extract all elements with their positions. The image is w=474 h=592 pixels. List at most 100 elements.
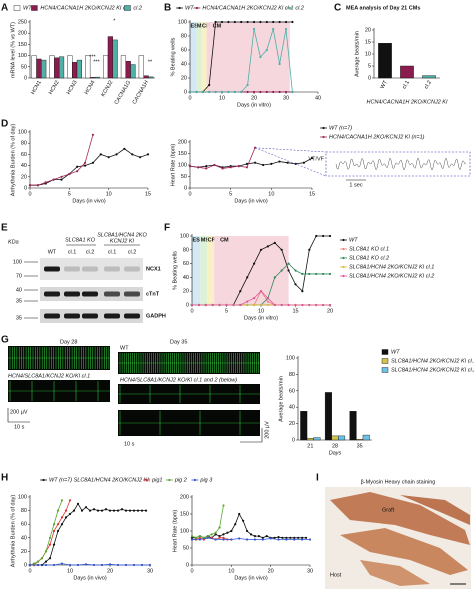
data-point [68,563,72,567]
y-tick-label: 80 [181,33,187,39]
data-point [218,535,221,538]
y-tick-label: 60 [289,388,295,394]
bar [72,62,78,79]
x-tick-label: 30 [283,95,289,101]
blot-band [104,291,120,297]
group-label: KCNJ2 KI [110,238,135,244]
y-tick-label: 150 [18,42,27,48]
data-point [214,20,217,24]
data-point [198,535,201,538]
lane-label: cl.2 [86,249,95,255]
y-tick-label: 200 [18,31,27,37]
x-tick-label: 20 [268,568,274,574]
data-point [225,303,228,307]
data-point [287,303,290,307]
y-tick-label: 100 [18,129,27,135]
data-point [239,290,242,293]
data-point [116,563,120,567]
marker-label: 40 [16,287,22,293]
marker-label: 35 [16,315,22,321]
y-tick-label: 80 [289,372,295,378]
data-point [218,536,221,539]
legend-label: WT [185,5,194,11]
x-tick-label: 0 [190,308,193,314]
panel-letter: G [1,335,9,346]
data-point [328,303,332,307]
y-tick-label: 60 [21,152,27,158]
data-point [246,90,249,94]
data-point [131,153,134,156]
phase-label: CM [213,23,222,29]
legend-swatch [342,238,345,242]
data-point [270,162,273,165]
y-tick-label: 100 [178,162,187,168]
y-tick-label: 80 [21,141,27,147]
x-tick-label: 20 [327,308,333,314]
phase-label: CM [220,237,229,243]
data-point [265,48,268,52]
data-point [140,563,144,567]
bar [89,77,96,79]
data-point [36,560,40,563]
x-tick-label: CACNA1H [132,80,150,106]
data-point [265,535,268,538]
y-tick-label: 200 [180,494,189,500]
panel-letter: A [1,3,8,14]
data-point [214,531,217,534]
spikes [119,353,259,373]
blot-band [64,266,80,272]
data-point [278,160,281,163]
blot-band [104,313,120,319]
legend-label: SLC8A1 KO cl.2 [349,255,389,261]
x-tick-label: 20 [107,568,113,574]
x-tick-label: cl.2 [424,80,433,90]
group-label: SLC8A1/HCN4 2KO [97,232,147,238]
marker-label: 35 [16,298,22,304]
data-point [52,543,56,546]
data-point [60,178,63,181]
data-point [253,535,257,538]
series-line [189,157,313,168]
x-tick-label: 0 [28,568,31,574]
data-point [293,538,296,541]
group-label: SLC8A1 KO [65,237,96,243]
legend-label: SLC8A1/HCN4 2KO/KCNJ2 KI cl.2 [391,367,474,373]
y-tick-label: 40 [21,535,27,541]
phase-label: MS [201,237,210,243]
legend-label: SLC8A1 KO cl.1 [349,246,389,252]
bar [107,36,113,79]
bar [103,55,109,79]
legend-swatch [288,6,291,10]
data-point [96,509,100,512]
data-point [190,536,194,539]
data-point [84,506,88,509]
data-point [211,303,214,307]
data-point [272,90,275,94]
bar [49,55,55,79]
data-point [44,560,48,563]
data-point [322,272,325,276]
lane-label: cl.1 [108,249,117,255]
legend-label: WT [349,237,358,243]
data-point [194,536,198,539]
legend-swatch [342,265,345,269]
data-point [112,509,116,512]
phase-band [190,22,197,92]
scale-label: 200 µV [10,409,28,415]
data-point [140,509,144,512]
spikes [119,411,241,435]
data-point [52,523,56,526]
series-line [192,513,307,539]
data-point [245,162,249,165]
data-point [206,535,209,538]
y-tick-label: 20 [21,174,27,180]
data-point [108,563,112,566]
x-tick-label: 10 [228,568,234,574]
data-point [308,248,311,251]
legend-label: WT (n=7) [329,125,352,131]
x-tick-label: 10 [219,95,225,101]
data-point [291,90,294,94]
y-tick-label: 50 [183,545,189,551]
data-point [76,502,80,505]
x-tick-label: 0 [188,95,191,101]
